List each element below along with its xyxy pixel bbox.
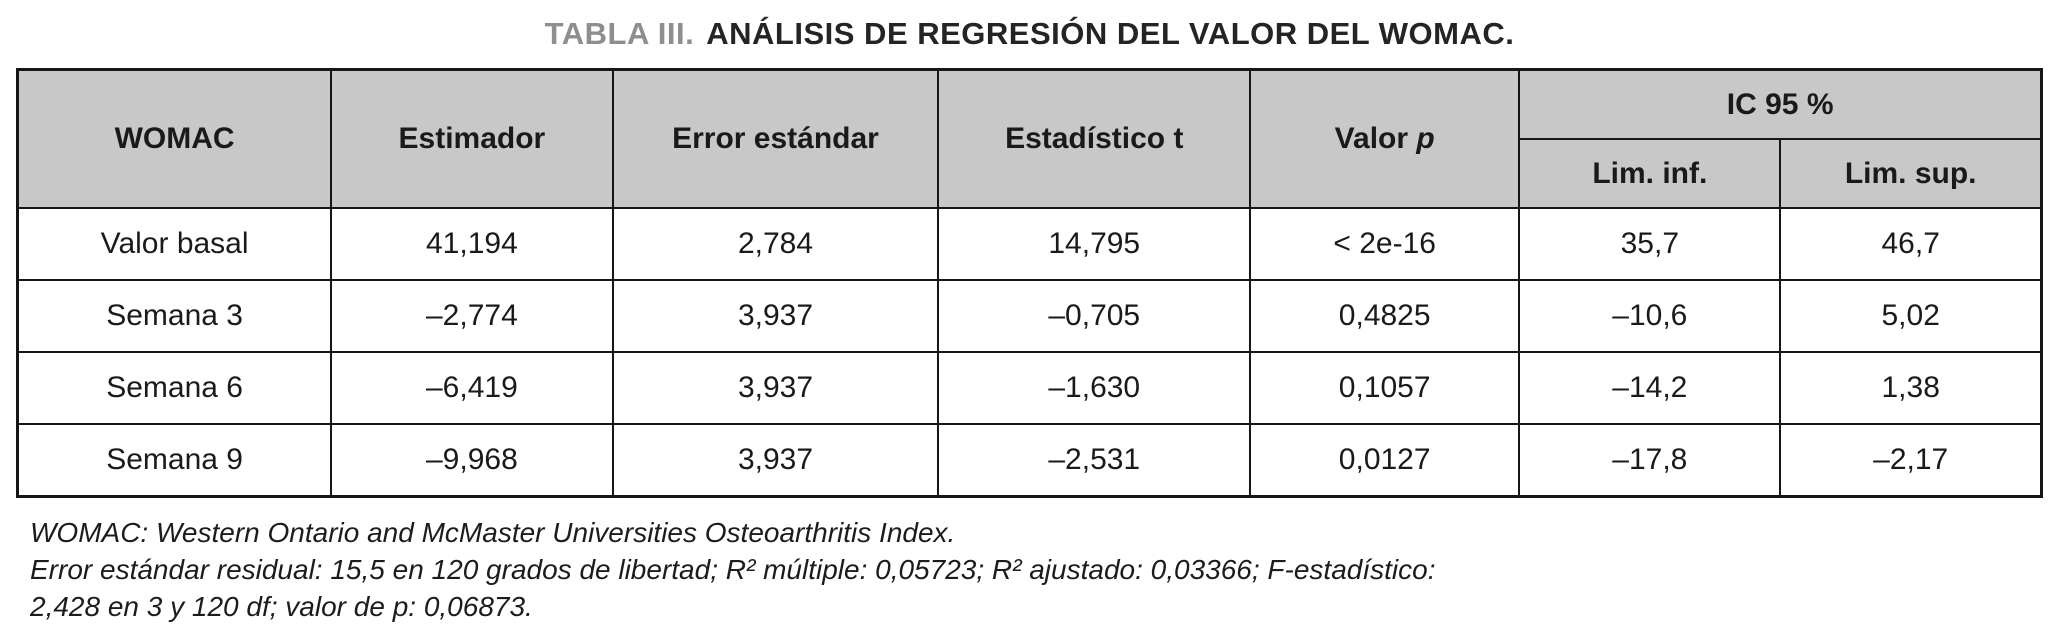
- header-row-main: WOMAC Estimador Error estándar Estadísti…: [16, 68, 2043, 209]
- table-row-valor-basal: Valor basal 41,194 2,784 14,795 < 2e-16 …: [16, 207, 2043, 281]
- cell-lim-sup: 5,02: [1779, 279, 2043, 353]
- cell-error-estandar: 3,937: [611, 351, 940, 425]
- cell-valor-p: 0,1057: [1249, 351, 1521, 425]
- table-body: Valor basal 41,194 2,784 14,795 < 2e-16 …: [16, 207, 2043, 498]
- table-title: TABLA III. ANÁLISIS DE REGRESIÓN DEL VALO…: [0, 0, 2059, 52]
- cell-valor-p: < 2e-16: [1249, 207, 1521, 281]
- cell-estimador: 41,194: [330, 207, 614, 281]
- cell-lim-inf: 35,7: [1518, 207, 1782, 281]
- header-estimador: Estimador: [330, 68, 614, 209]
- regression-table: WOMAC Estimador Error estándar Estadísti…: [16, 68, 2043, 498]
- header-row-sub: Lim. inf. Lim. sup.: [18, 138, 2043, 209]
- cell-error-estandar: 3,937: [611, 423, 940, 498]
- header-valor-p: Valor p: [1249, 68, 1521, 209]
- cell-lim-sup: –2,17: [1779, 423, 2043, 498]
- row-label: Semana 6: [16, 351, 333, 425]
- table-row-semana-6: Semana 6 –6,419 3,937 –1,630 0,1057 –14,…: [16, 351, 2043, 425]
- header-error-estandar: Error estándar: [611, 68, 940, 209]
- row-label: Valor basal: [16, 207, 333, 281]
- header-valor-p-prefix: Valor: [1334, 122, 1417, 155]
- footnote-line-1: WOMAC: Western Ontario and McMaster Univ…: [30, 517, 956, 548]
- row-label: Semana 9: [16, 423, 333, 498]
- cell-estimador: –2,774: [330, 279, 614, 353]
- cell-estadistico-t: 14,795: [937, 207, 1252, 281]
- cell-estimador: –9,968: [330, 423, 614, 498]
- header-lim-inf: Lim. inf.: [1518, 138, 1782, 209]
- table-header: WOMAC Estimador Error estándar Estadísti…: [16, 68, 2043, 209]
- cell-lim-inf: –17,8: [1518, 423, 1782, 498]
- table-row-semana-9: Semana 9 –9,968 3,937 –2,531 0,0127 –17,…: [16, 423, 2043, 498]
- cell-valor-p: 0,0127: [1249, 423, 1521, 498]
- header-womac: WOMAC: [16, 68, 333, 209]
- footnote-line-2: Error estándar residual: 15,5 en 120 gra…: [30, 554, 1436, 585]
- cell-estadistico-t: –0,705: [937, 279, 1252, 353]
- cell-estadistico-t: –2,531: [937, 423, 1252, 498]
- header-lim-sup: Lim. sup.: [1779, 138, 2043, 209]
- cell-estadistico-t: –1,630: [937, 351, 1252, 425]
- table-row-semana-3: Semana 3 –2,774 3,937 –0,705 0,4825 –10,…: [16, 279, 2043, 353]
- header-valor-p-italic: p: [1416, 122, 1435, 155]
- cell-estimador: –6,419: [330, 351, 614, 425]
- row-label: Semana 3: [16, 279, 333, 353]
- cell-lim-inf: –10,6: [1518, 279, 1782, 353]
- cell-valor-p: 0,4825: [1249, 279, 1521, 353]
- header-estadistico-t: Estadístico t: [937, 68, 1252, 209]
- table-footnotes: WOMAC: Western Ontario and McMaster Univ…: [30, 514, 2059, 625]
- cell-lim-sup: 1,38: [1779, 351, 2043, 425]
- header-ic95-group: IC 95 %: [1518, 68, 2043, 140]
- cell-error-estandar: 2,784: [611, 207, 940, 281]
- table-number: TABLA III.: [544, 16, 695, 51]
- cell-error-estandar: 3,937: [611, 279, 940, 353]
- cell-lim-inf: –14,2: [1518, 351, 1782, 425]
- footnote-line-3: 2,428 en 3 y 120 df; valor de p: 0,06873…: [30, 591, 533, 622]
- table-caption: ANÁLISIS DE REGRESIÓN DEL VALOR DEL WOMA…: [706, 16, 1515, 51]
- cell-lim-sup: 46,7: [1779, 207, 2043, 281]
